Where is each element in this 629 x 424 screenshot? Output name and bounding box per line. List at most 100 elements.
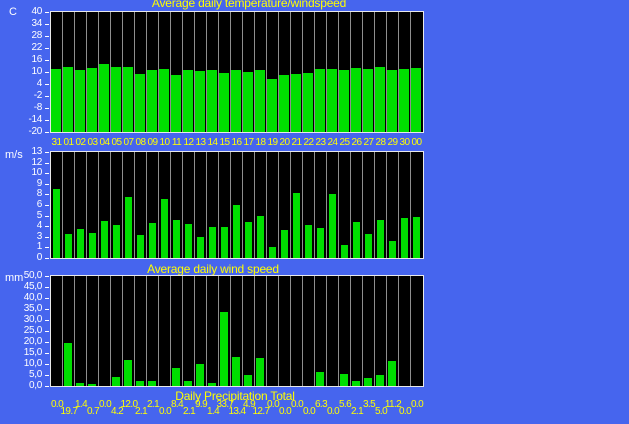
chart-column xyxy=(87,152,99,258)
wind-bar xyxy=(77,229,84,258)
windspeed-axis-unit: m/s xyxy=(5,149,23,161)
chart-column xyxy=(411,12,423,132)
day-label: 02 xyxy=(75,137,87,148)
y-tick-label: 40 xyxy=(31,6,42,17)
day-label: 19 xyxy=(267,137,279,148)
chart-column xyxy=(339,276,351,386)
precipitation-bar xyxy=(376,375,384,386)
chart-column xyxy=(351,152,363,258)
y-tick-mark xyxy=(45,298,49,299)
chart-column xyxy=(267,152,279,258)
precip-value-label: 0.0 xyxy=(158,406,172,417)
chart-column xyxy=(147,152,159,258)
chart-column xyxy=(111,12,123,132)
precip-value-label: 0.0 xyxy=(326,406,340,417)
temperature-bar xyxy=(339,70,349,132)
day-label: 25 xyxy=(339,137,351,148)
wind-bar xyxy=(269,247,276,258)
precip-value-label: 8.4 xyxy=(170,399,184,410)
precipitation-chart xyxy=(50,275,424,387)
chart-column xyxy=(51,276,63,386)
temperature-bar xyxy=(63,67,73,132)
chart-column xyxy=(339,152,351,258)
day-label: 26 xyxy=(351,137,363,148)
chart-column xyxy=(75,12,87,132)
chart-column xyxy=(411,152,423,258)
y-tick-label: -14 xyxy=(28,114,42,125)
chart-column xyxy=(87,276,99,386)
precipitation-bar xyxy=(220,312,228,386)
chart-column xyxy=(171,276,183,386)
chart-column xyxy=(135,12,147,132)
y-tick-mark xyxy=(45,36,49,37)
chart-column xyxy=(399,12,411,132)
chart-column xyxy=(291,12,303,132)
chart-column xyxy=(123,12,135,132)
y-tick-mark xyxy=(45,237,49,238)
temperature-bar xyxy=(123,67,133,132)
temperature-bar xyxy=(75,70,85,132)
chart-column xyxy=(303,12,315,132)
precip-value-label: 0.0 xyxy=(410,399,424,410)
precip-value-label: 0.0 xyxy=(278,406,292,417)
wind-bar xyxy=(245,222,252,258)
wind-bar xyxy=(221,227,228,258)
precip-value-label: 0.7 xyxy=(86,406,100,417)
precip-value-label: 3.5 xyxy=(362,399,376,410)
chart-column xyxy=(123,152,135,258)
wind-bar xyxy=(197,237,204,258)
chart-column xyxy=(255,276,267,386)
precip-value-label: 0.0 xyxy=(302,406,316,417)
y-tick-label: 4 xyxy=(36,78,43,89)
chart-column xyxy=(327,12,339,132)
y-tick-label: 45,0 xyxy=(23,281,43,292)
y-tick-mark xyxy=(45,48,49,49)
y-tick-label: 50,0 xyxy=(23,270,43,281)
y-tick-mark xyxy=(45,84,49,85)
y-tick-label: 6 xyxy=(36,199,43,210)
day-label: 18 xyxy=(255,137,267,148)
temperature-bar xyxy=(183,70,193,132)
day-label: 20 xyxy=(279,137,291,148)
chart-column xyxy=(387,152,399,258)
wind-bar xyxy=(281,230,288,258)
wind-bar xyxy=(89,233,96,258)
day-label: 21 xyxy=(291,137,303,148)
day-label: 15 xyxy=(219,137,231,148)
temperature-bar xyxy=(111,67,121,132)
chart-column xyxy=(51,152,63,258)
chart-column xyxy=(327,152,339,258)
wind-bar xyxy=(149,223,156,258)
day-label: 22 xyxy=(303,137,315,148)
chart-column xyxy=(303,152,315,258)
chart-column xyxy=(75,152,87,258)
y-tick-mark xyxy=(45,364,49,365)
day-label: 16 xyxy=(231,137,243,148)
chart-column xyxy=(147,276,159,386)
chart-column xyxy=(327,276,339,386)
temperature-bar xyxy=(411,68,421,132)
chart-column xyxy=(231,12,243,132)
wind-bar xyxy=(293,193,300,258)
y-tick-mark xyxy=(45,258,49,259)
y-tick-mark xyxy=(45,152,49,153)
precipitation-bar xyxy=(208,383,216,386)
wind-bar xyxy=(365,234,372,258)
temperature-bar xyxy=(363,69,373,132)
y-tick-label: 0 xyxy=(36,252,43,263)
chart-column xyxy=(99,276,111,386)
temperature-bar xyxy=(291,74,301,132)
chart-column xyxy=(351,12,363,132)
precip-value-label: 0.0 xyxy=(398,406,412,417)
precip-value-label: 0.0 xyxy=(98,399,112,410)
y-tick-label: 40,0 xyxy=(23,292,43,303)
y-tick-mark xyxy=(45,276,49,277)
y-tick-label: 22 xyxy=(31,42,42,53)
chart-column xyxy=(291,152,303,258)
y-tick-mark xyxy=(45,12,49,13)
day-label: 17 xyxy=(243,137,255,148)
wind-bar xyxy=(173,220,180,258)
y-tick-label: 4 xyxy=(36,220,43,231)
y-tick-label: 10,0 xyxy=(23,358,43,369)
temperature-bar xyxy=(399,69,409,132)
